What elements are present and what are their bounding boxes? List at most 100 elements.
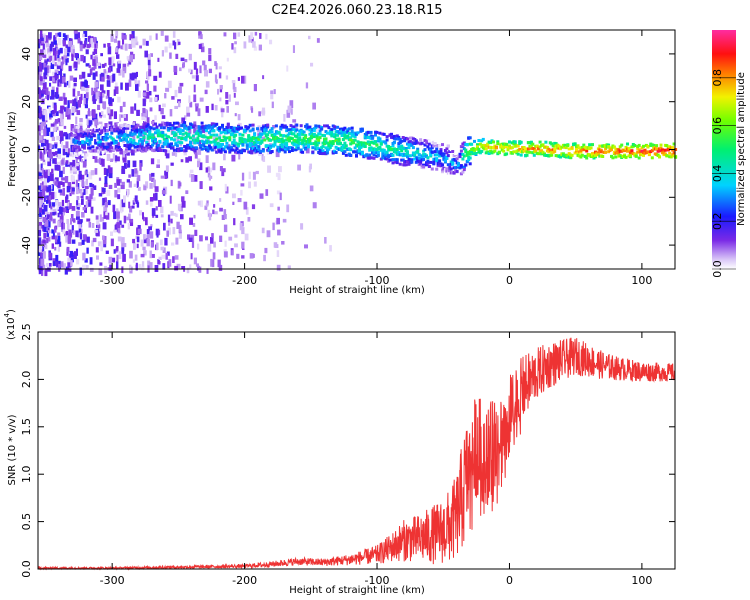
spectrogram-signal-cell bbox=[650, 156, 654, 160]
spectrogram-noise-cell bbox=[132, 135, 136, 143]
spectrogram-noise-cell bbox=[38, 172, 42, 176]
spectrogram-noise-cell bbox=[49, 144, 53, 148]
spectrogram-noise-cell bbox=[158, 256, 162, 260]
spectrogram-signal-cell bbox=[477, 147, 481, 151]
spectrogram-noise-cell bbox=[109, 264, 113, 271]
spectrogram-noise-cell bbox=[62, 263, 66, 270]
spectrogram-signal-cell bbox=[174, 133, 178, 137]
spectrogram-signal-cell bbox=[279, 125, 283, 129]
spectrogram-noise-cell bbox=[235, 101, 239, 106]
spectrogram-noise-cell bbox=[197, 147, 202, 155]
spectrogram-noise-cell bbox=[197, 243, 200, 250]
spectrogram-noise-cell bbox=[207, 172, 211, 178]
spectrogram-noise-cell bbox=[67, 257, 71, 264]
spectrogram-signal-cell bbox=[566, 154, 570, 158]
spectrogram-signal-cell bbox=[105, 129, 109, 133]
spectrogram-noise-cell bbox=[279, 192, 282, 201]
spectrogram-signal-cell bbox=[324, 146, 328, 150]
spectrogram-noise-cell bbox=[129, 219, 134, 226]
spectrogram-noise-cell bbox=[198, 43, 202, 50]
spectrogram-noise-cell bbox=[92, 72, 96, 80]
spectrogram-signal-cell bbox=[339, 131, 342, 135]
spectrogram-signal-cell bbox=[136, 135, 140, 139]
spectrogram-noise-cell bbox=[281, 241, 285, 245]
spectrogram-signal-cell bbox=[391, 153, 395, 157]
spectrogram-signal-cell bbox=[130, 150, 134, 154]
spectrogram-noise-cell bbox=[214, 74, 218, 83]
spectrogram-signal-cell bbox=[323, 142, 326, 146]
spectrogram-signal-cell bbox=[260, 132, 264, 136]
spectrogram-noise-cell bbox=[128, 79, 132, 87]
spectrogram-signal-cell bbox=[318, 152, 322, 155]
spectrogram-noise-cell bbox=[214, 61, 217, 66]
spectrogram-signal-cell bbox=[416, 147, 420, 151]
spectrogram-signal-cell bbox=[105, 136, 109, 140]
spectrogram-signal-cell bbox=[461, 170, 465, 174]
spectrogram-signal-cell bbox=[433, 150, 437, 154]
spectrogram-signal-cell bbox=[136, 145, 140, 149]
spectrogram-signal-cell bbox=[365, 153, 369, 157]
snr-x-axis-title: Height of straight line (km) bbox=[289, 585, 425, 596]
spectrogram-noise-cell bbox=[106, 189, 111, 196]
snr-y-tick-label: 2.5 bbox=[20, 323, 33, 341]
spectrogram-noise-cell bbox=[81, 174, 85, 180]
spectrogram-noise-cell bbox=[308, 35, 311, 40]
spectrogram-signal-cell bbox=[557, 144, 561, 148]
spectrogram-noise-cell bbox=[60, 114, 63, 122]
spectrogram-noise-cell bbox=[145, 200, 149, 205]
spectrogram-noise-cell bbox=[62, 57, 65, 64]
spectrogram-signal-cell bbox=[375, 143, 379, 147]
spectrogram-signal-cell bbox=[430, 167, 434, 171]
spectrogram-signal-cell bbox=[435, 167, 439, 171]
colorbar-label: Normalized spectral amplitude bbox=[736, 72, 747, 226]
spectrogram-noise-cell bbox=[49, 212, 53, 221]
spectrogram-signal-cell bbox=[84, 125, 88, 129]
spectrogram-noise-cell bbox=[46, 91, 51, 98]
spectrogram-noise-cell bbox=[122, 101, 126, 107]
spectrogram-signal-cell bbox=[337, 138, 341, 142]
spectrogram-noise-cell bbox=[186, 106, 190, 113]
spectrogram-signal-cell bbox=[576, 144, 580, 148]
spectrogram-signal-cell bbox=[280, 137, 284, 141]
spectrogram-signal-cell bbox=[323, 134, 326, 138]
spectrogram-noise-cell bbox=[142, 125, 146, 132]
spectrogram-noise-cell bbox=[147, 53, 151, 60]
spectrogram-signal-cell bbox=[550, 142, 554, 146]
spectrogram-signal-cell bbox=[270, 130, 274, 134]
spectrogram-signal-cell bbox=[369, 130, 373, 134]
spectrogram-signal-cell bbox=[126, 126, 130, 130]
spectrogram-noise-cell bbox=[45, 35, 49, 43]
spectrogram-noise-cell bbox=[310, 62, 314, 67]
spectrogram-noise-cell bbox=[43, 109, 48, 118]
spectrogram-noise-cell bbox=[270, 92, 274, 100]
spectrogram-noise-cell bbox=[221, 214, 225, 220]
spectrogram-signal-cell bbox=[355, 154, 358, 158]
spectrogram-signal-cell bbox=[392, 134, 396, 138]
spectrogram-noise-cell bbox=[60, 62, 64, 70]
spectrogram-noise-cell bbox=[204, 89, 208, 95]
spectrogram-signal-cell bbox=[630, 149, 634, 153]
spectrogram-noise-cell bbox=[51, 191, 55, 200]
spectrogram-signal-cell bbox=[458, 147, 462, 151]
spectrogram-noise-cell bbox=[234, 113, 237, 117]
spectrogram-signal-cell bbox=[196, 136, 200, 140]
spectrogram-noise-cell bbox=[97, 104, 101, 110]
spectrogram-signal-cell bbox=[642, 144, 645, 148]
spectrogram-signal-cell bbox=[573, 151, 577, 155]
spectrogram-signal-cell bbox=[465, 143, 469, 147]
spectrogram-signal-cell bbox=[148, 131, 152, 135]
spectrogram-signal-cell bbox=[213, 139, 217, 143]
spectrogram-noise-cell bbox=[90, 38, 94, 44]
spectrogram-noise-cell bbox=[71, 106, 76, 113]
spectrogram-noise-cell bbox=[50, 41, 54, 47]
spectrogram-noise-cell bbox=[119, 203, 124, 211]
spectrogram-noise-cell bbox=[59, 130, 63, 138]
spectrogram-signal-cell bbox=[384, 141, 388, 145]
spectrogram-noise-cell bbox=[204, 205, 208, 210]
spectrogram-noise-cell bbox=[146, 234, 150, 242]
spectrogram-noise-cell bbox=[188, 237, 193, 242]
spectrogram-noise-cell bbox=[137, 175, 141, 182]
spectrogram-noise-cell bbox=[156, 242, 159, 250]
spectrogram-noise-cell bbox=[258, 44, 262, 51]
spectrogram-noise-cell bbox=[129, 205, 133, 213]
